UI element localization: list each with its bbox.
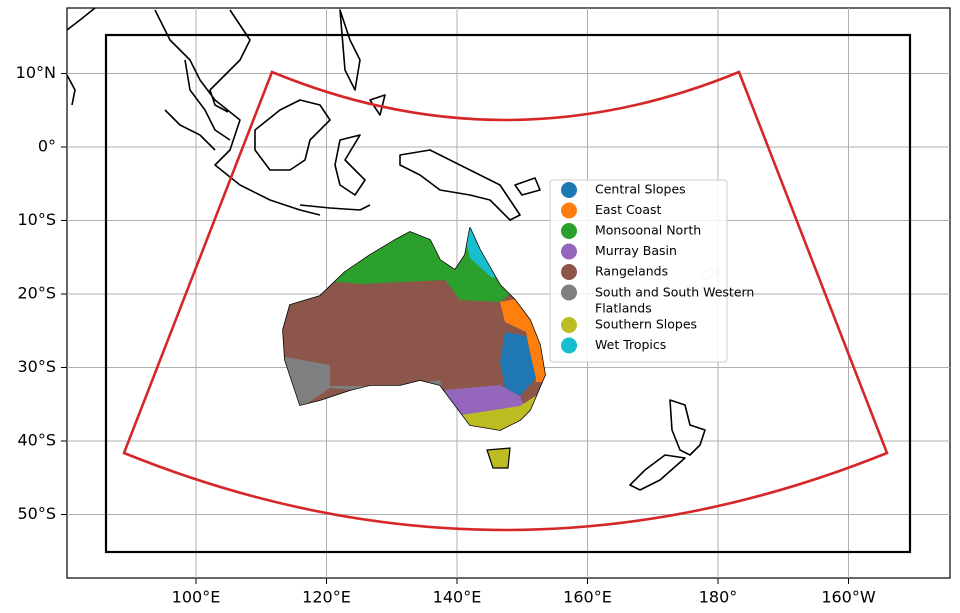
x-tick-label: 160°E (563, 588, 612, 607)
legend: Central Slopes East Coast Monsoonal North M… (549, 179, 754, 363)
y-tick-label: 10°S (17, 210, 56, 229)
model-domain (122, 70, 889, 532)
x-tick-label: 120°E (302, 588, 351, 607)
y-tick-label: 10°N (16, 63, 56, 82)
x-tick-label: 180° (699, 588, 738, 607)
y-tick-label: 40°S (17, 431, 56, 450)
legend-marker (561, 223, 577, 239)
domain-box (104, 33, 912, 554)
legend-marker (561, 264, 577, 280)
legend-marker (561, 243, 577, 260)
legend-label: Rangelands (595, 264, 668, 279)
legend-marker (561, 337, 577, 354)
x-tick-label: 100°E (172, 588, 221, 607)
region-central-slopes (500, 332, 536, 396)
legend-label: East Coast (595, 202, 661, 217)
legend-label: South and South Western Flatlands (595, 284, 754, 315)
region-tasmania (486, 447, 511, 469)
legend-marker (561, 284, 577, 301)
legend-box (549, 179, 728, 363)
legend-label: Murray Basin (595, 243, 677, 258)
legend-label: Wet Tropics (595, 337, 666, 352)
y-tick-label: 20°S (17, 284, 56, 303)
legend-label: Southern Slopes (595, 317, 697, 332)
ticks: 100°E 120°E 140°E 160°E 180° 160°W 10°N 0° 10°S 2… (16, 63, 876, 607)
region-sswf (283, 355, 446, 415)
y-tick-label: 50°S (17, 504, 56, 523)
y-tick-label: 0° (38, 137, 56, 156)
y-tick-label: 30°S (17, 357, 56, 376)
legend-marker (561, 317, 577, 333)
x-tick-label: 160°W (821, 588, 876, 607)
legend-marker (561, 182, 577, 198)
legend-label: Central Slopes (595, 182, 686, 197)
legend-marker (561, 202, 577, 219)
x-tick-label: 140°E (433, 588, 482, 607)
legend-label: Monsoonal North (595, 223, 701, 238)
